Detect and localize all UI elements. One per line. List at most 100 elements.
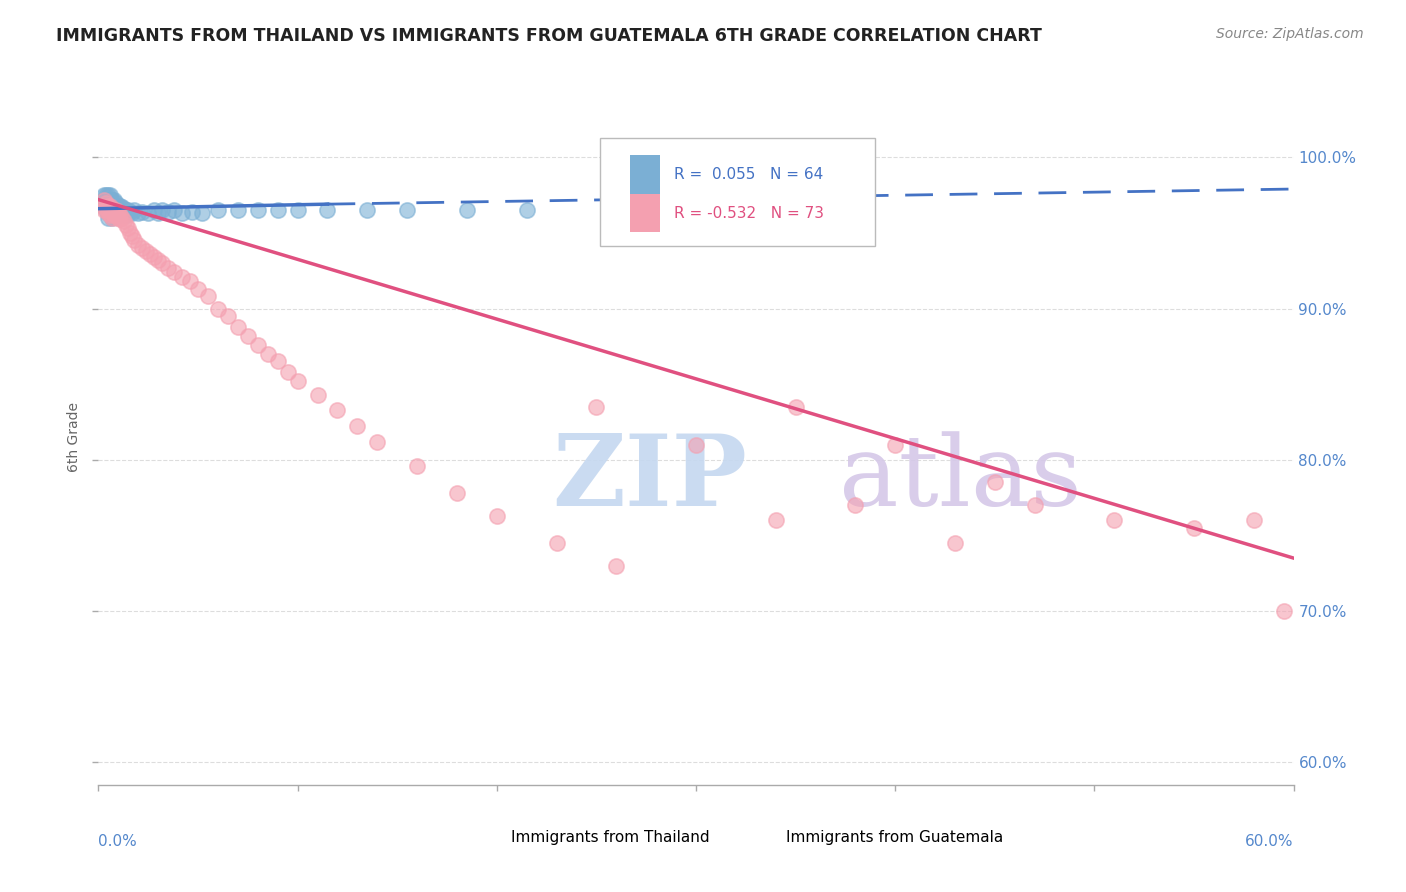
Point xyxy=(101,211,124,225)
Point xyxy=(1243,513,1265,527)
Point xyxy=(91,195,114,210)
Point xyxy=(111,200,134,214)
Point xyxy=(131,241,153,255)
Point xyxy=(356,203,378,218)
Point xyxy=(546,536,568,550)
Point xyxy=(96,202,118,216)
Point xyxy=(456,203,478,218)
Point xyxy=(246,203,269,218)
Point xyxy=(105,206,128,220)
Point xyxy=(157,260,180,275)
Point xyxy=(267,203,290,218)
Point xyxy=(111,211,134,225)
Text: 60.0%: 60.0% xyxy=(1246,834,1294,848)
Point xyxy=(93,188,115,202)
Text: Immigrants from Guatemala: Immigrants from Guatemala xyxy=(786,830,1002,845)
Point xyxy=(844,498,866,512)
Point xyxy=(246,338,269,352)
Point xyxy=(135,244,157,258)
Point xyxy=(107,211,129,225)
Text: Immigrants from Thailand: Immigrants from Thailand xyxy=(510,830,710,845)
Point xyxy=(277,365,299,379)
Point xyxy=(93,199,115,213)
Point xyxy=(105,208,128,222)
Point xyxy=(984,475,1007,490)
Point xyxy=(110,199,132,213)
Point xyxy=(107,199,129,213)
Point xyxy=(101,203,124,218)
Point xyxy=(207,301,229,316)
Point xyxy=(97,188,120,202)
Text: Source: ZipAtlas.com: Source: ZipAtlas.com xyxy=(1216,27,1364,41)
Point xyxy=(943,536,966,550)
Point xyxy=(1182,521,1205,535)
Point xyxy=(124,203,146,218)
Point xyxy=(97,203,120,218)
Point xyxy=(101,206,124,220)
Point xyxy=(93,193,115,207)
Point xyxy=(93,203,115,218)
Point xyxy=(765,513,787,527)
Point xyxy=(406,458,429,473)
Point xyxy=(172,269,194,284)
Point xyxy=(1024,498,1046,512)
Point xyxy=(139,247,162,261)
Point xyxy=(226,203,249,218)
Point xyxy=(197,289,219,303)
Point xyxy=(163,265,186,279)
Point xyxy=(236,328,259,343)
Point xyxy=(121,228,143,243)
Point xyxy=(103,199,125,213)
Point xyxy=(97,206,120,220)
Point xyxy=(96,203,118,218)
Point xyxy=(96,199,118,213)
Point xyxy=(136,206,159,220)
Point xyxy=(103,203,125,218)
Point xyxy=(127,206,149,220)
Point xyxy=(117,203,139,218)
Point xyxy=(187,282,209,296)
Point xyxy=(346,419,368,434)
Point xyxy=(117,221,139,235)
Point xyxy=(96,195,118,210)
Point xyxy=(884,437,907,451)
Point xyxy=(98,199,122,213)
Point xyxy=(97,203,120,218)
Point xyxy=(124,234,146,248)
Point xyxy=(307,388,329,402)
Point xyxy=(172,206,194,220)
Point xyxy=(115,208,138,222)
Point xyxy=(287,203,309,218)
Point xyxy=(685,437,707,451)
Point xyxy=(98,199,122,213)
Point xyxy=(143,250,166,264)
Point xyxy=(111,206,134,220)
Point xyxy=(105,200,128,214)
FancyBboxPatch shape xyxy=(630,155,661,194)
FancyBboxPatch shape xyxy=(600,138,875,245)
Text: 0.0%: 0.0% xyxy=(98,834,138,848)
Text: R =  0.055   N = 64: R = 0.055 N = 64 xyxy=(675,167,824,182)
Point xyxy=(98,203,122,218)
Point xyxy=(217,309,239,323)
Point xyxy=(148,253,170,268)
Point xyxy=(157,204,180,219)
Point xyxy=(485,508,508,523)
Point xyxy=(110,204,132,219)
Point xyxy=(93,193,115,207)
Point xyxy=(516,203,538,218)
Point xyxy=(97,199,120,213)
Point xyxy=(112,202,135,216)
Point xyxy=(97,193,120,207)
Point xyxy=(316,203,339,218)
Point xyxy=(127,238,149,252)
Point xyxy=(98,203,122,218)
Point xyxy=(97,206,120,220)
Point xyxy=(103,208,125,222)
Point xyxy=(143,203,166,218)
Point xyxy=(267,354,290,368)
Point xyxy=(605,558,627,573)
Point xyxy=(96,188,118,202)
Point xyxy=(98,193,122,207)
FancyBboxPatch shape xyxy=(749,823,776,851)
